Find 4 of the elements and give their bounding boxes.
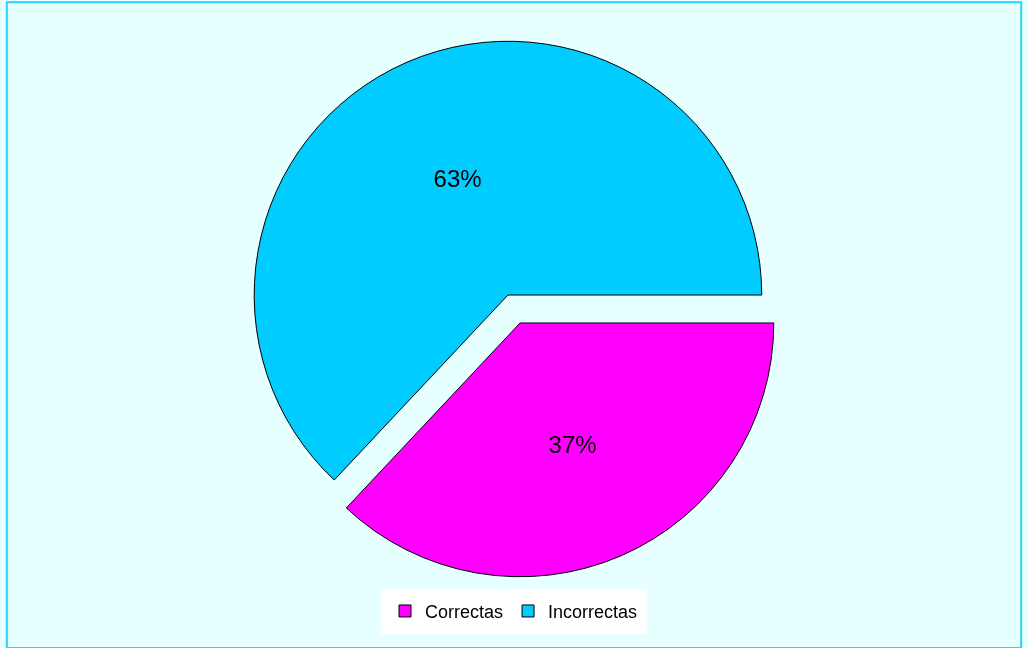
data-label: 63% bbox=[433, 165, 482, 193]
legend-label: Incorrectas bbox=[548, 601, 638, 622]
data-label: 37% bbox=[548, 430, 597, 458]
legend-label: Correctas bbox=[425, 601, 504, 622]
